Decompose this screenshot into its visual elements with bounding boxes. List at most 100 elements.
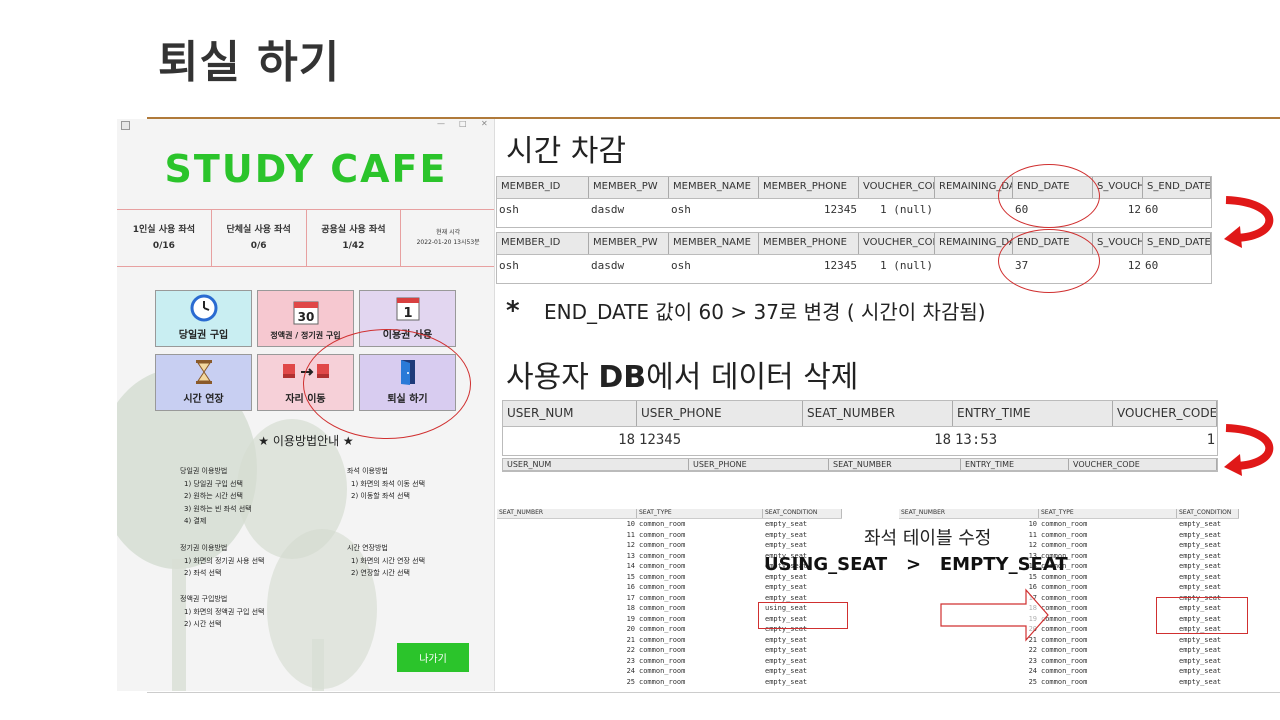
- cell: 1 (null): [880, 203, 933, 216]
- column-header: ENTRY_TIME: [961, 459, 1069, 470]
- cell: common_room: [639, 562, 686, 570]
- cell: empty_seat: [1179, 635, 1222, 644]
- column-header: MEMBER_PW: [589, 233, 669, 254]
- hourglass-icon: [190, 358, 218, 386]
- cell: dasdw: [591, 259, 625, 272]
- cell: 13: [626, 551, 635, 560]
- table-row: 14 common_room empty_seat: [899, 561, 1239, 572]
- stat-label: 현재 시각: [436, 229, 461, 236]
- brand-logo: STUDY CAFE: [164, 147, 448, 191]
- cell: common_room: [639, 583, 686, 591]
- cell: empty_seat: [1179, 625, 1222, 633]
- stat-value: 0/16: [152, 241, 175, 251]
- cell: 1 (null): [880, 259, 933, 272]
- column-header: S_VOUCHER_CODE: [1093, 177, 1143, 198]
- cell: empty_seat: [1179, 572, 1222, 581]
- column-header: VOUCHER_CODE: [1069, 459, 1217, 470]
- svg-text:30: 30: [297, 310, 314, 324]
- note-end-date: END_DATE 값이 60 > 37로 변경 ( 시간이 차감됨): [544, 300, 986, 324]
- cell: 10: [1028, 520, 1037, 528]
- slide-title: 퇴실 하기: [158, 37, 341, 88]
- guide-heading: 당일권 이용방법: [180, 467, 228, 475]
- table-row: osh dasdw osh 12345 1 (null) 37 12 60: [497, 255, 1211, 277]
- cell: empty_seat: [765, 667, 808, 675]
- tree-trunk: [312, 639, 324, 691]
- cell: common_room: [639, 541, 686, 549]
- cell: 21: [626, 635, 635, 644]
- highlight-ellipse: [998, 229, 1100, 293]
- extend-time-button[interactable]: 시간 연장: [155, 354, 252, 411]
- close-button[interactable]: ✕: [481, 119, 488, 128]
- title-divider: [147, 117, 1280, 119]
- cell: 22: [1028, 646, 1037, 654]
- guide-title: ★ 이용방법안내 ★: [258, 434, 354, 448]
- exit-button[interactable]: 나가기: [397, 643, 469, 672]
- bottom-divider: [147, 692, 1280, 693]
- maximize-button[interactable]: □: [459, 119, 467, 128]
- cell: 23: [626, 656, 635, 665]
- right-arrow-icon: [940, 588, 1049, 642]
- cell: 18: [934, 432, 951, 448]
- buy-membership-button[interactable]: 30 정액권 / 정기권 구입: [257, 290, 354, 347]
- highlight-box: [758, 602, 848, 629]
- cell: common_room: [1041, 625, 1088, 633]
- buy-day-pass-button[interactable]: 당일권 구입: [155, 290, 252, 347]
- cell: 17: [626, 593, 635, 602]
- clock-icon: [190, 294, 218, 322]
- window-titlebar: — □ ✕: [117, 119, 494, 133]
- cell: common_room: [1041, 551, 1088, 560]
- cell: common_room: [639, 667, 686, 675]
- table-row: 20 common_room empty_seat: [497, 624, 842, 635]
- cell: empty_seat: [765, 520, 808, 528]
- column-header: S_END_DATE: [1143, 177, 1211, 198]
- cell: osh: [671, 259, 691, 272]
- tile-label: 시간 연장: [183, 394, 224, 405]
- cell: common_room: [1041, 520, 1088, 528]
- cell: osh: [671, 203, 691, 216]
- guide-line: 1) 당일권 구입 선택: [184, 479, 243, 488]
- table-header: MEMBER_ID MEMBER_PW MEMBER_NAME MEMBER_P…: [497, 177, 1211, 199]
- cell: empty_seat: [765, 572, 808, 581]
- cell: 60: [1145, 203, 1159, 216]
- column-header: MEMBER_ID: [497, 233, 589, 254]
- cell: 12345: [823, 203, 857, 216]
- column-header: ENTRY_TIME: [953, 401, 1113, 426]
- section-heading-user-db: 사용자 DB에서 데이터 삭제: [506, 352, 858, 396]
- cell: common_room: [639, 646, 686, 654]
- cell: common_room: [639, 572, 686, 581]
- cell: osh: [499, 203, 519, 216]
- cell: common_room: [1041, 667, 1088, 675]
- highlight-ellipse: [303, 329, 471, 439]
- cell: common_room: [1041, 593, 1088, 602]
- study-cafe-window: — □ ✕ STUDY CAFE 1인실 사용 좌석 0/16 단체실 사용 좌…: [117, 119, 495, 691]
- table-row: 23 common_room empty_seat: [497, 656, 842, 667]
- cell: 16: [626, 583, 635, 591]
- column-header: SEAT_NUMBER: [497, 509, 637, 518]
- column-header: SEAT_CONDITION: [763, 509, 842, 518]
- cell: common_room: [639, 593, 686, 602]
- cell: 24: [1028, 667, 1037, 675]
- column-header: SEAT_TYPE: [637, 509, 763, 518]
- heading-part: 에서 데이터 삭제: [646, 360, 859, 395]
- user-table-after: USER_NUM USER_PHONE SEAT_NUMBER ENTRY_TI…: [502, 458, 1218, 472]
- cell: common_room: [639, 635, 686, 644]
- cell: empty_seat: [1179, 667, 1222, 675]
- member-table-before: MEMBER_ID MEMBER_PW MEMBER_NAME MEMBER_P…: [496, 176, 1212, 228]
- stat-group-room: 단체실 사용 좌석 0/6: [212, 210, 307, 266]
- column-header: SEAT_NUMBER: [803, 401, 953, 426]
- seat-stats-bar: 1인실 사용 좌석 0/16 단체실 사용 좌석 0/6 공용실 사용 좌석 1…: [117, 209, 494, 267]
- cell: empty_seat: [765, 677, 808, 686]
- column-header: MEMBER_NAME: [669, 177, 759, 198]
- table-row: 16 common_room empty_seat: [497, 582, 842, 593]
- guide-line: 4) 결제: [184, 517, 207, 525]
- column-header: USER_PHONE: [637, 401, 803, 426]
- cell: 22: [626, 646, 635, 654]
- minimize-button[interactable]: —: [437, 119, 445, 128]
- cell: 60: [1145, 259, 1159, 272]
- cell: empty_seat: [765, 656, 808, 665]
- cell: 12345: [823, 259, 857, 272]
- column-header: SEAT_NUMBER: [829, 459, 961, 470]
- cell: 11: [626, 530, 635, 539]
- cell: empty_seat: [1179, 562, 1222, 570]
- stat-single-room: 1인실 사용 좌석 0/16: [117, 210, 212, 266]
